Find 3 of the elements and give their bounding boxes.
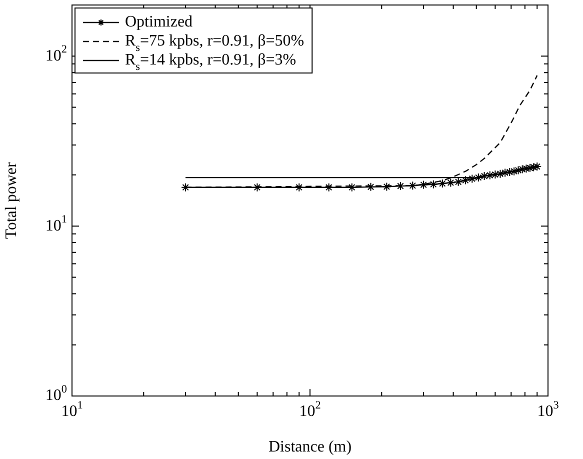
legend-label: Optimized <box>125 14 193 31</box>
x-axis-title: Distance (m) <box>268 438 352 456</box>
y-axis-title: Total power <box>2 162 20 239</box>
